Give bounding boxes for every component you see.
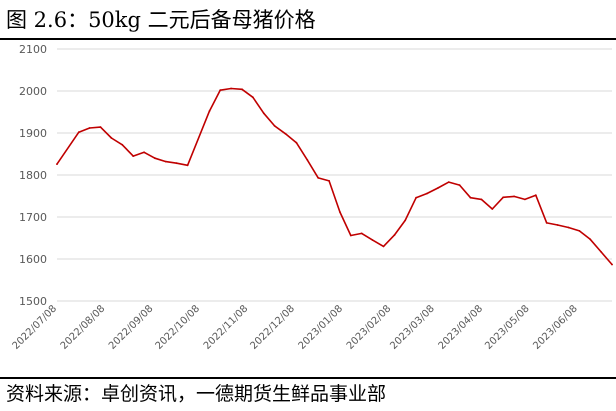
data-point — [545, 222, 548, 224]
data-point — [295, 141, 298, 144]
x-tick-label: 2023/03/08 — [388, 303, 437, 352]
x-tick-label: 2022/07/08 — [11, 303, 60, 352]
data-point — [447, 181, 450, 184]
y-tick-label: 1900 — [19, 127, 47, 140]
data-point — [415, 196, 417, 199]
price-series-line — [56, 87, 613, 266]
data-point — [121, 143, 124, 146]
data-point — [426, 192, 428, 195]
figure-title: 图 2.6：50kg 二元后备母猪价格 — [6, 8, 316, 32]
data-point — [404, 219, 407, 222]
data-point — [524, 198, 526, 201]
x-tick-label: 2023/04/08 — [437, 303, 486, 352]
data-point — [284, 132, 287, 135]
data-point — [241, 88, 243, 91]
data-point — [273, 125, 276, 127]
data-point — [208, 110, 211, 113]
x-tick-label: 2023/05/08 — [483, 303, 532, 352]
data-point — [186, 164, 189, 167]
y-tick-label: 1500 — [19, 295, 47, 308]
data-point — [360, 232, 363, 235]
data-point — [306, 159, 309, 161]
data-point — [143, 151, 146, 154]
x-tick-label: 2023/01/08 — [297, 303, 346, 352]
x-tick-label: 2023/06/08 — [531, 303, 580, 352]
x-tick-label: 2022/12/08 — [248, 303, 297, 352]
data-point — [556, 224, 559, 226]
data-point — [230, 87, 233, 90]
data-point — [77, 131, 80, 134]
data-point — [262, 112, 265, 115]
data-point — [132, 155, 135, 157]
x-tick-label: 2022/08/08 — [59, 303, 108, 352]
data-point — [349, 234, 352, 237]
y-tick-label: 1700 — [19, 211, 47, 224]
data-point — [317, 177, 320, 179]
y-tick-label: 2100 — [19, 43, 47, 56]
x-axis-ticks: 2022/07/08 2022/08/08 2022/09/082022/10/08… — [11, 303, 580, 352]
data-point — [393, 234, 396, 237]
data-point — [164, 160, 167, 163]
data-point — [567, 226, 570, 229]
source-note: 资料来源：卓创资讯，一德期货生鲜品事业部 — [6, 383, 387, 405]
data-point — [219, 89, 222, 92]
gridlines — [57, 48, 612, 302]
data-point — [371, 239, 374, 242]
y-tick-label: 1800 — [19, 169, 47, 182]
data-point — [469, 196, 472, 199]
data-point — [480, 198, 483, 201]
data-point — [458, 184, 461, 187]
data-point — [154, 157, 156, 160]
x-tick-label: 2022/10/08 — [154, 303, 203, 352]
data-point — [437, 187, 439, 189]
data-point — [175, 162, 178, 165]
title-rule — [0, 38, 616, 40]
x-tick-label: 2022/11/08 — [202, 303, 251, 352]
data-point — [110, 137, 113, 139]
data-point — [578, 230, 581, 232]
data-point — [99, 126, 102, 128]
data-point — [382, 245, 385, 248]
data-point — [339, 211, 341, 213]
data-point — [56, 163, 58, 165]
y-axis-ticks: 1500 1600 1700 1800 1900 2000 2100 — [19, 43, 47, 308]
data-point — [252, 96, 254, 99]
data-point — [88, 127, 91, 129]
data-point — [502, 196, 505, 199]
series-points — [56, 87, 613, 266]
x-tick-label: 2023/02/08 — [345, 303, 394, 352]
data-point — [611, 263, 613, 266]
y-tick-label: 2000 — [19, 85, 47, 98]
data-point — [534, 194, 537, 197]
data-point — [328, 180, 330, 182]
data-point — [491, 208, 494, 210]
data-point — [600, 251, 602, 253]
data-point — [513, 195, 515, 198]
x-tick-label: 2022/09/08 — [107, 303, 156, 352]
data-point — [589, 238, 592, 241]
y-tick-label: 1600 — [19, 253, 47, 266]
source-rule — [0, 377, 616, 379]
